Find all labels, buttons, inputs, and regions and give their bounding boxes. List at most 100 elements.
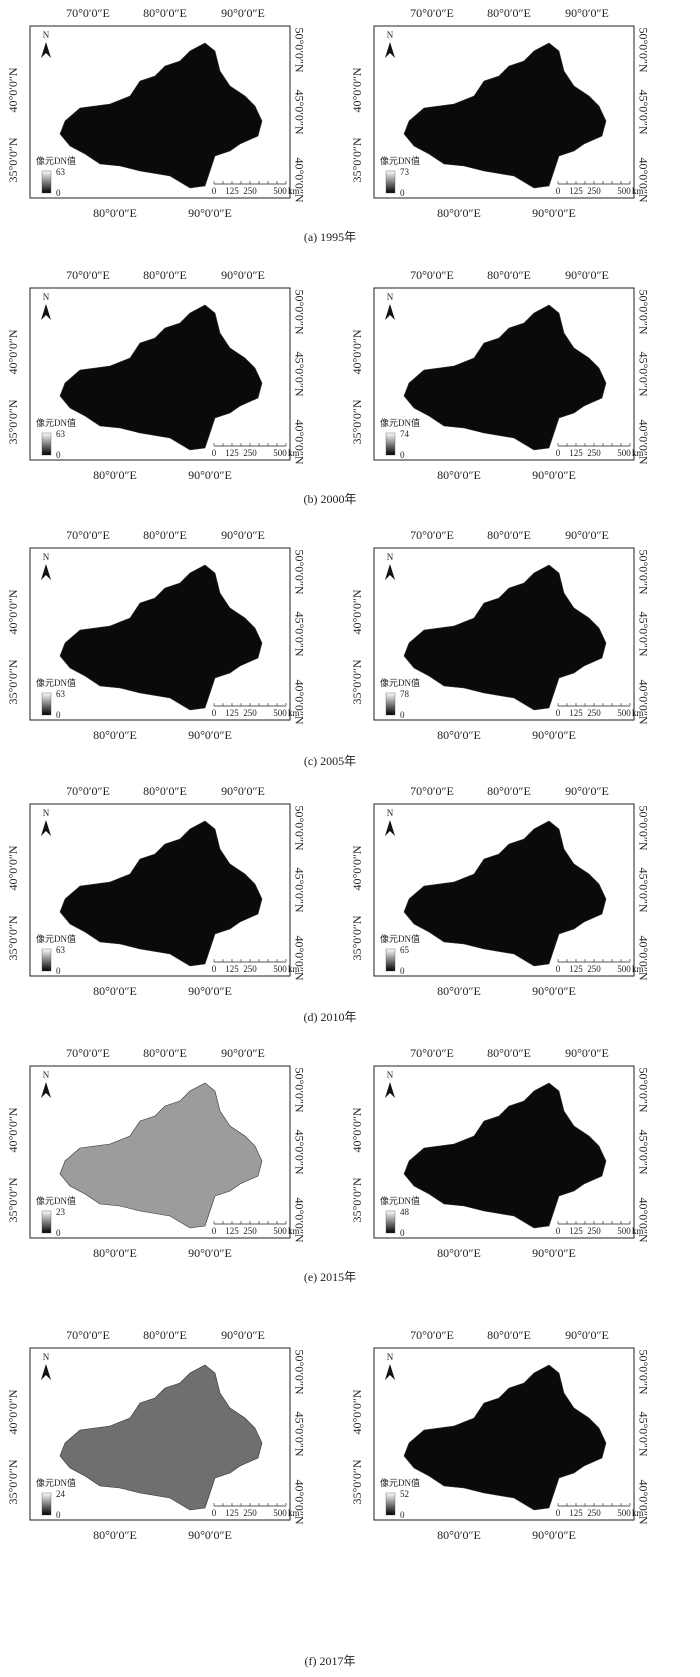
legend-title: 像元DN值 bbox=[36, 1195, 76, 1206]
legend-ramp bbox=[385, 1210, 396, 1234]
top-coord-label: 90°0′0″E bbox=[565, 1328, 609, 1342]
legend-ramp bbox=[41, 170, 52, 194]
legend-max: 63 bbox=[56, 167, 66, 177]
right-coord-label: 45°0′0″N bbox=[292, 1411, 306, 1456]
left-coord-label: 40°0′0″N bbox=[6, 67, 20, 112]
bottom-coord-label: 90°0′0″E bbox=[532, 468, 576, 482]
legend-max: 52 bbox=[400, 1489, 409, 1499]
top-coord-label: 80°0′0″E bbox=[487, 528, 531, 542]
scale-label: 500 bbox=[617, 708, 631, 718]
legend-title: 像元DN值 bbox=[36, 677, 76, 688]
bottom-coord-label: 90°0′0″E bbox=[188, 1528, 232, 1542]
north-label: N bbox=[387, 808, 394, 818]
legend-max: 48 bbox=[400, 1207, 410, 1217]
scale-label: 500 bbox=[273, 448, 287, 458]
scale-label: 0 bbox=[212, 448, 217, 458]
scale-label: 500 bbox=[617, 1508, 631, 1518]
right-coord-label: 40°0′0″N bbox=[292, 679, 306, 724]
top-coord-label: 90°0′0″E bbox=[565, 1046, 609, 1060]
bottom-coord-label: 90°0′0″E bbox=[188, 468, 232, 482]
north-label: N bbox=[387, 292, 394, 302]
legend-ramp bbox=[385, 432, 396, 456]
row-caption: (a) 1995年 bbox=[304, 230, 356, 244]
row-caption: (f) 2017年 bbox=[305, 1654, 356, 1668]
scale-label: 0 bbox=[556, 964, 561, 974]
left-coord-label: 40°0′0″N bbox=[350, 329, 364, 374]
scale-label: 125 bbox=[225, 1226, 239, 1236]
right-coord-label: 50°0′0″N bbox=[292, 805, 306, 850]
scale-label: 125 bbox=[569, 964, 583, 974]
legend-title: 像元DN值 bbox=[380, 933, 420, 944]
row-caption: (d) 2010年 bbox=[304, 1010, 357, 1024]
left-coord-label: 40°0′0″N bbox=[350, 1389, 364, 1434]
scale-label: 125 bbox=[569, 186, 583, 196]
region-raster bbox=[403, 564, 607, 711]
right-coord-label: 50°0′0″N bbox=[292, 549, 306, 594]
scale-label: 250 bbox=[243, 708, 257, 718]
scale-label: 500 bbox=[617, 1226, 631, 1236]
scale-label: 0 bbox=[212, 708, 217, 718]
row-caption: (c) 2005年 bbox=[304, 754, 356, 768]
scale-unit: km bbox=[288, 964, 300, 974]
region-raster bbox=[59, 42, 263, 189]
scale-label: 250 bbox=[243, 1508, 257, 1518]
bottom-coord-label: 80°0′0″E bbox=[93, 1246, 137, 1260]
legend-title: 像元DN值 bbox=[380, 1477, 420, 1488]
left-coord-label: 35°0′0″N bbox=[6, 915, 20, 960]
top-coord-label: 80°0′0″E bbox=[487, 1328, 531, 1342]
legend-ramp bbox=[41, 948, 52, 972]
legend-ramp bbox=[41, 692, 52, 716]
left-coord-label: 35°0′0″N bbox=[350, 137, 364, 182]
top-coord-label: 80°0′0″E bbox=[143, 528, 187, 542]
bottom-coord-label: 80°0′0″E bbox=[437, 1528, 481, 1542]
left-coord-label: 35°0′0″N bbox=[6, 1177, 20, 1222]
legend-max: 23 bbox=[56, 1207, 66, 1217]
top-coord-label: 80°0′0″E bbox=[143, 6, 187, 20]
legend-max: 63 bbox=[56, 429, 66, 439]
left-coord-label: 40°0′0″N bbox=[6, 589, 20, 634]
scale-unit: km bbox=[632, 1508, 644, 1518]
legend-title: 像元DN值 bbox=[36, 417, 76, 428]
north-arrow bbox=[41, 42, 51, 58]
legend-max: 73 bbox=[400, 167, 410, 177]
right-coord-label: 40°0′0″N bbox=[292, 1479, 306, 1524]
legend-min: 0 bbox=[56, 966, 61, 976]
region-raster bbox=[403, 820, 607, 967]
legend-ramp bbox=[385, 948, 396, 972]
scale-unit: km bbox=[288, 1508, 300, 1518]
top-coord-label: 80°0′0″E bbox=[143, 784, 187, 798]
bottom-coord-label: 80°0′0″E bbox=[437, 468, 481, 482]
bottom-coord-label: 90°0′0″E bbox=[532, 984, 576, 998]
top-coord-label: 80°0′0″E bbox=[143, 1328, 187, 1342]
legend-min: 0 bbox=[56, 710, 61, 720]
bottom-coord-label: 90°0′0″E bbox=[532, 728, 576, 742]
legend-ramp bbox=[385, 692, 396, 716]
scale-label: 0 bbox=[556, 1508, 561, 1518]
bottom-coord-label: 80°0′0″E bbox=[93, 468, 137, 482]
right-coord-label: 45°0′0″N bbox=[292, 351, 306, 396]
scale-label: 250 bbox=[243, 964, 257, 974]
scale-label: 250 bbox=[243, 186, 257, 196]
left-coord-label: 40°0′0″N bbox=[350, 845, 364, 890]
legend-ramp bbox=[41, 1210, 52, 1234]
legend-min: 0 bbox=[56, 188, 61, 198]
bottom-coord-label: 80°0′0″E bbox=[437, 206, 481, 220]
scale-label: 250 bbox=[587, 186, 601, 196]
legend-title: 像元DN值 bbox=[380, 155, 420, 166]
legend-min: 0 bbox=[56, 450, 61, 460]
scale-label: 0 bbox=[556, 186, 561, 196]
right-coord-label: 50°0′0″N bbox=[636, 1067, 650, 1112]
scale-label: 125 bbox=[225, 186, 239, 196]
north-arrow bbox=[385, 1082, 395, 1098]
legend-min: 0 bbox=[56, 1510, 61, 1520]
right-coord-label: 45°0′0″N bbox=[292, 611, 306, 656]
right-coord-label: 40°0′0″N bbox=[636, 1479, 650, 1524]
right-coord-label: 45°0′0″N bbox=[292, 89, 306, 134]
top-coord-label: 70°0′0″E bbox=[66, 1328, 110, 1342]
